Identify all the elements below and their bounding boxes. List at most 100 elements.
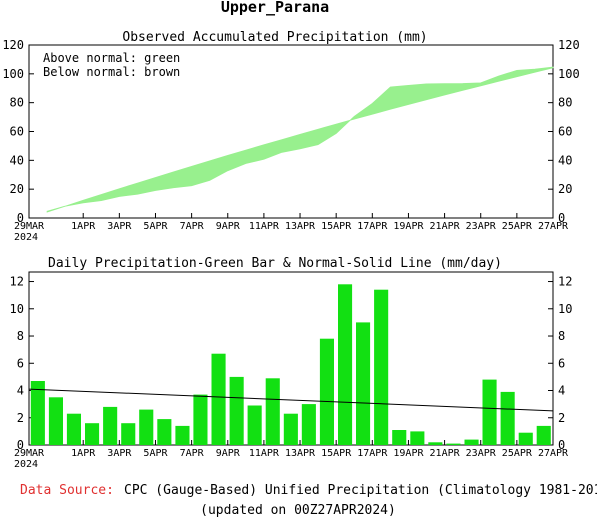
top-xtick-label: 9APR <box>216 221 241 232</box>
bottom-ytick-label-left: 8 <box>17 329 24 343</box>
top-ytick-label-right: 60 <box>558 125 572 139</box>
daily-precip-bar <box>536 425 551 445</box>
top-ytick-label-right: 80 <box>558 96 572 110</box>
top-xtick-label: 29MAR <box>14 221 45 232</box>
daily-precip-bar <box>319 338 334 445</box>
top-ytick-label-left: 60 <box>10 125 24 139</box>
bottom-ytick-label-left: 6 <box>17 356 24 370</box>
above-normal-area <box>349 66 554 121</box>
bottom-xtick-label: 21APR <box>430 448 461 459</box>
daily-precip-bar <box>66 413 81 445</box>
daily-precip-bar <box>428 442 443 445</box>
top-xtick-label: 25APR <box>502 221 533 232</box>
bottom-xtick-label: 27APR <box>538 448 569 459</box>
top-xtick-label: 15APR <box>321 221 352 232</box>
updated-text: (updated on 00Z27APR2024) <box>200 503 396 518</box>
top-xtick-year: 2024 <box>14 232 38 243</box>
data-source-text: CPC (Gauge-Based) Unified Precipitation … <box>124 483 597 498</box>
top-ytick-label-left: 80 <box>10 96 24 110</box>
bottom-xtick-label: 11APR <box>249 448 280 459</box>
daily-precip-bar <box>157 419 172 445</box>
top-xtick-label: 21APR <box>430 221 461 232</box>
top-xtick-label: 19APR <box>393 221 424 232</box>
daily-precip-bar <box>283 413 298 445</box>
daily-chart: 0 0 2 2 4 4 6 6 8 8 10 10 12 12 29MAR 1APR 3APR 5APR 7APR 9… <box>10 271 572 470</box>
top-ytick-label-right: 40 <box>558 153 572 167</box>
top-xtick-label: 11APR <box>249 221 280 232</box>
daily-precip-bar <box>229 376 244 445</box>
daily-precip-bar <box>103 406 118 445</box>
bottom-xtick-label: 15APR <box>321 448 352 459</box>
daily-precip-bar <box>518 432 533 445</box>
top-ytick-label-left: 120 <box>2 38 24 52</box>
page-title: Upper_Parana <box>221 0 329 16</box>
bottom-xtick-label: 17APR <box>357 448 388 459</box>
top-xtick-label: 17APR <box>357 221 388 232</box>
daily-precip-bar <box>500 391 515 445</box>
bottom-ytick-label-left: 0 <box>17 438 24 452</box>
bottom-ytick-label-left: 2 <box>17 411 24 425</box>
top-chart-annotation-above: Above normal: green <box>43 51 180 65</box>
bottom-ytick-label-right: 8 <box>558 329 565 343</box>
above-normal-area <box>46 119 351 213</box>
daily-precip-bar <box>121 423 136 445</box>
bottom-ytick-label-left: 4 <box>17 384 24 398</box>
bottom-ytick-label-right: 2 <box>558 411 565 425</box>
accumulated-chart: 0 0 20 20 40 40 60 60 80 80 100 100 120 120 29MAR 1APR 3… <box>2 38 579 243</box>
daily-precip-bar <box>139 409 154 445</box>
bottom-xtick-label: 29MAR <box>14 448 45 459</box>
top-ytick-label-left: 100 <box>2 67 24 81</box>
normal-line <box>28 388 554 412</box>
top-xtick-label: 5APR <box>143 221 168 232</box>
top-ytick-label-right: 100 <box>558 67 580 81</box>
bottom-xtick-label: 9APR <box>216 448 241 459</box>
daily-precip-bar <box>410 431 425 445</box>
daily-precip-bar <box>193 394 208 445</box>
daily-precip-bar <box>482 379 497 445</box>
top-ytick-label-right: 0 <box>558 211 565 225</box>
bottom-xtick-label: 13APR <box>285 448 316 459</box>
bottom-xtick-label: 7APR <box>180 448 205 459</box>
bottom-chart-title: Daily Precipitation-Green Bar & Normal-S… <box>48 256 502 271</box>
bottom-ytick-label-right: 6 <box>558 356 565 370</box>
daily-precip-bar <box>175 425 190 445</box>
data-source-label: Data Source: <box>20 483 114 498</box>
bottom-xtick-label: 23APR <box>466 448 497 459</box>
daily-precip-bar <box>338 284 353 445</box>
top-chart-annotation-below: Below normal: brown <box>43 65 180 79</box>
daily-precip-bar <box>356 322 371 445</box>
daily-precip-bar <box>392 430 407 445</box>
bottom-ytick-label-left: 12 <box>10 275 24 289</box>
daily-precip-bar <box>446 443 461 445</box>
bottom-xtick-label: 19APR <box>393 448 424 459</box>
bottom-xtick-label: 1APR <box>71 448 96 459</box>
bottom-xtick-label: 25APR <box>502 448 533 459</box>
daily-precip-bar <box>374 289 389 445</box>
top-xtick-label: 1APR <box>71 221 96 232</box>
top-chart-title: Observed Accumulated Precipitation (mm) <box>122 30 427 45</box>
bottom-ytick-label-right: 4 <box>558 384 565 398</box>
top-ytick-label-right: 120 <box>558 38 580 52</box>
daily-precip-bar <box>30 381 45 445</box>
top-ytick-label-left: 20 <box>10 182 24 196</box>
daily-precip-bar <box>265 378 280 445</box>
bottom-xtick-label: 5APR <box>143 448 168 459</box>
bottom-xtick-year: 2024 <box>14 459 38 470</box>
bottom-ytick-label-right: 12 <box>558 275 572 289</box>
daily-precip-bar <box>247 405 262 445</box>
daily-precip-bar <box>211 353 226 445</box>
bottom-xtick-label: 3APR <box>107 448 132 459</box>
top-xtick-label: 7APR <box>180 221 205 232</box>
daily-precip-bar <box>48 397 63 445</box>
top-xtick-label: 3APR <box>107 221 132 232</box>
top-ytick-label-right: 20 <box>558 182 572 196</box>
bottom-ytick-label-left: 10 <box>10 302 24 316</box>
top-xtick-label: 13APR <box>285 221 316 232</box>
bottom-ytick-label-right: 0 <box>558 438 565 452</box>
daily-precip-bar <box>301 404 316 445</box>
daily-precip-bar <box>464 439 479 445</box>
bottom-ytick-label-right: 10 <box>558 302 572 316</box>
top-xtick-label: 23APR <box>466 221 497 232</box>
top-ytick-label-left: 40 <box>10 153 24 167</box>
